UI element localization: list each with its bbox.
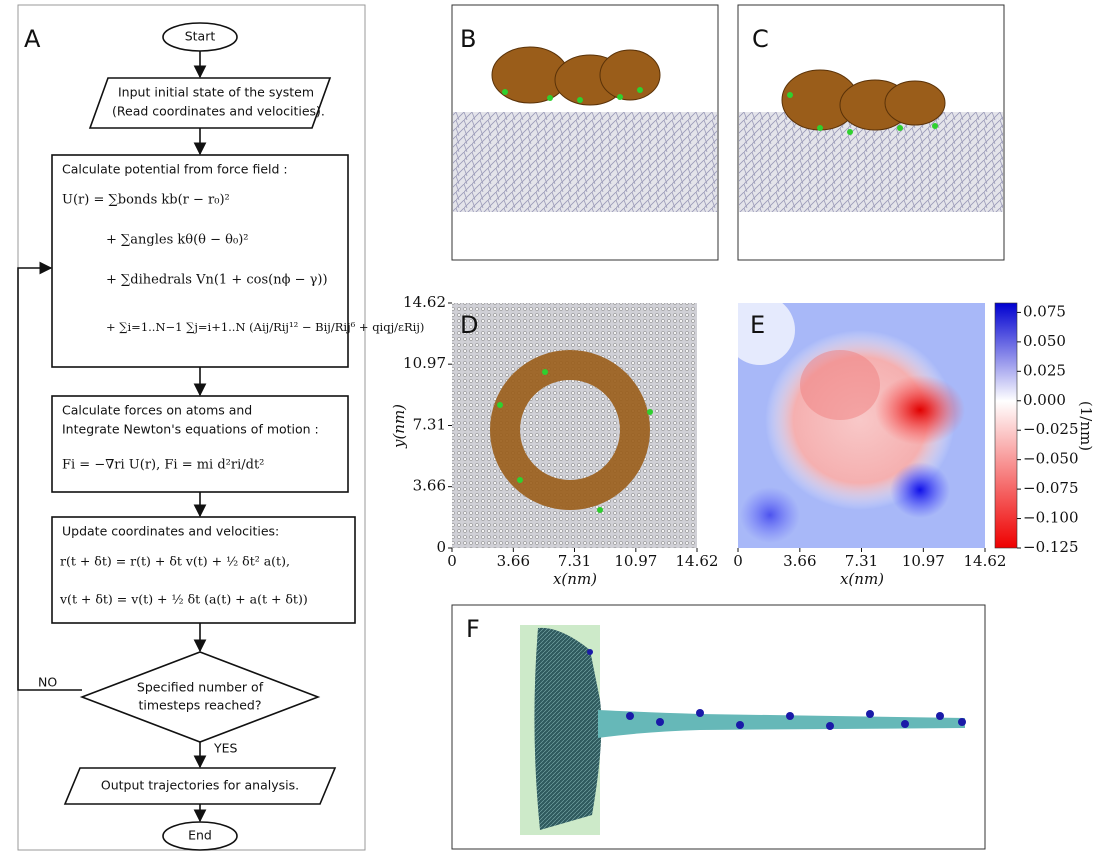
update-heading: Update coordinates and velocities: — [62, 524, 279, 539]
panel-d-image: D — [452, 303, 697, 548]
colorbar-tick-label: −0.050 — [1023, 450, 1079, 468]
colorbar-tick-label: 0.075 — [1023, 302, 1066, 320]
x-tick-label: 7.31 — [558, 552, 591, 570]
panel-e-image: E — [725, 295, 1018, 549]
x-tick-label: 10.97 — [614, 552, 657, 570]
x-tick-label: 14.62 — [676, 552, 719, 570]
colorbar-tick-label: −0.125 — [1023, 538, 1079, 556]
input-text: Input initial state of the system — [118, 85, 314, 100]
panel-label: A — [24, 25, 41, 53]
forces-heading: Calculate forces on atoms and — [62, 403, 252, 418]
equation: U(r) = ∑bonds kb(r − r₀)² — [62, 193, 230, 208]
y-tick-label: 0 — [436, 538, 446, 556]
y-tick-label: 10.97 — [403, 354, 446, 372]
equation: + ∑angles kθ(θ − θ₀)² — [106, 233, 249, 248]
output-text: Output trajectories for analysis. — [101, 778, 299, 793]
end-node — [162, 821, 238, 851]
y-tick-label: 14.62 — [403, 293, 446, 311]
colorbar-tick-label: 0.050 — [1023, 332, 1066, 350]
equation: + ∑dihedrals Vn(1 + cos(nϕ − γ)) — [106, 273, 328, 288]
x-tick-label: 3.66 — [497, 552, 530, 570]
input-text: (Read coordinates and velocities). — [112, 104, 325, 119]
x-tick-label: 0 — [733, 552, 743, 570]
end-text: End — [188, 828, 212, 843]
potential-node — [51, 154, 349, 368]
x-axis-label: x(nm) — [553, 570, 597, 588]
colorbar-tick-label: −0.100 — [1023, 509, 1079, 527]
colorbar-tick-label: 0.025 — [1023, 361, 1066, 379]
equation: r(t + δt) = r(t) + δt v(t) + ½ δt² a(t), — [60, 554, 290, 569]
y-axis-label: y(nm) — [390, 404, 408, 449]
input-node — [88, 77, 332, 129]
y-tick-label: 7.31 — [413, 416, 446, 434]
x-tick-label: 0 — [447, 552, 457, 570]
x-tick-label: 3.66 — [783, 552, 816, 570]
forces-heading: Integrate Newton's equations of motion : — [62, 422, 319, 437]
decision-text: timesteps reached? — [138, 698, 261, 713]
colorbar-tick-label: −0.075 — [1023, 479, 1079, 497]
colorbar-label: (1/nm) — [1077, 401, 1095, 451]
colorbar-tick-label: −0.025 — [1023, 420, 1079, 438]
panel-label: B — [460, 25, 476, 53]
x-tick-label: 14.62 — [964, 552, 1007, 570]
x-tick-label: 7.31 — [845, 552, 878, 570]
yes-label: YES — [213, 741, 238, 756]
panel-f: F — [451, 604, 986, 850]
x-axis-label: x(nm) — [840, 570, 884, 588]
panel-label: F — [466, 615, 480, 643]
panel-label: E — [750, 311, 765, 339]
colorbar-tick-label: 0.000 — [1023, 391, 1066, 409]
panel-label: D — [460, 311, 478, 339]
update-node — [51, 516, 356, 624]
equation: v(t + δt) = v(t) + ½ δt (a(t) + a(t + δt… — [59, 592, 308, 607]
potential-heading: Calculate potential from force field : — [62, 162, 288, 177]
output-node — [63, 767, 337, 805]
no-label: NO — [38, 675, 57, 690]
loop-arrow — [17, 261, 82, 691]
panel-b: B — [451, 4, 719, 261]
x-tick-label: 10.97 — [902, 552, 945, 570]
panel-c: C — [737, 4, 1005, 261]
equation: Fi = −∇ri U(r), Fi = mi d²ri/dt² — [62, 458, 264, 473]
equation: + ∑i=1..N−1 ∑j=i+1..N (Aij/Rij¹² − Bij/R… — [106, 320, 424, 334]
y-tick-label: 3.66 — [413, 477, 446, 495]
forces-node — [51, 395, 349, 493]
panel-label: C — [752, 25, 769, 53]
decision-text: Specified number of — [137, 680, 264, 695]
start-text: Start — [185, 29, 216, 44]
